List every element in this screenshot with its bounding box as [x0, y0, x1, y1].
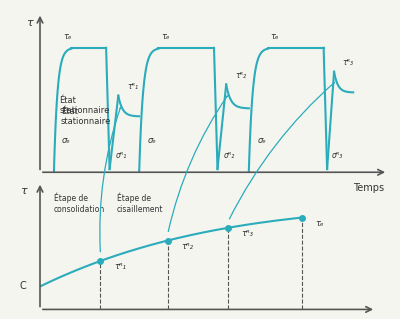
Text: τ: τ	[26, 18, 33, 27]
Text: État
stationnaire: État stationnaire	[61, 107, 111, 126]
Text: τₑ: τₑ	[64, 33, 72, 41]
Text: τᴿ₁: τᴿ₁	[127, 82, 138, 91]
Text: C: C	[20, 281, 26, 292]
Text: σₑ: σₑ	[148, 136, 157, 145]
Text: τₑ: τₑ	[271, 33, 279, 41]
Text: τᴿ₃: τᴿ₃	[343, 58, 354, 67]
Text: τₑ: τₑ	[161, 33, 170, 41]
Text: État
stationnaire: État stationnaire	[59, 96, 110, 115]
Text: σₑ: σₑ	[258, 136, 266, 145]
Text: Étape de
consolidation: Étape de consolidation	[54, 193, 105, 214]
Text: τᴿ₃: τᴿ₃	[242, 229, 254, 238]
Text: σᴿ₂: σᴿ₂	[224, 151, 235, 160]
Text: σᴿ₁: σᴿ₁	[116, 151, 128, 160]
Text: τᴿ₂: τᴿ₂	[181, 242, 193, 251]
Text: σᴿ₃: σᴿ₃	[332, 151, 343, 160]
Text: τ: τ	[20, 186, 26, 196]
Text: σₑ: σₑ	[62, 136, 70, 145]
Text: τᴿ₁: τᴿ₁	[114, 262, 126, 271]
Text: Temps: Temps	[353, 183, 384, 193]
Text: τᴿ₂: τᴿ₂	[235, 71, 246, 80]
Text: τₑ: τₑ	[316, 219, 324, 228]
Text: Étape de
cisaillement: Étape de cisaillement	[116, 193, 163, 214]
